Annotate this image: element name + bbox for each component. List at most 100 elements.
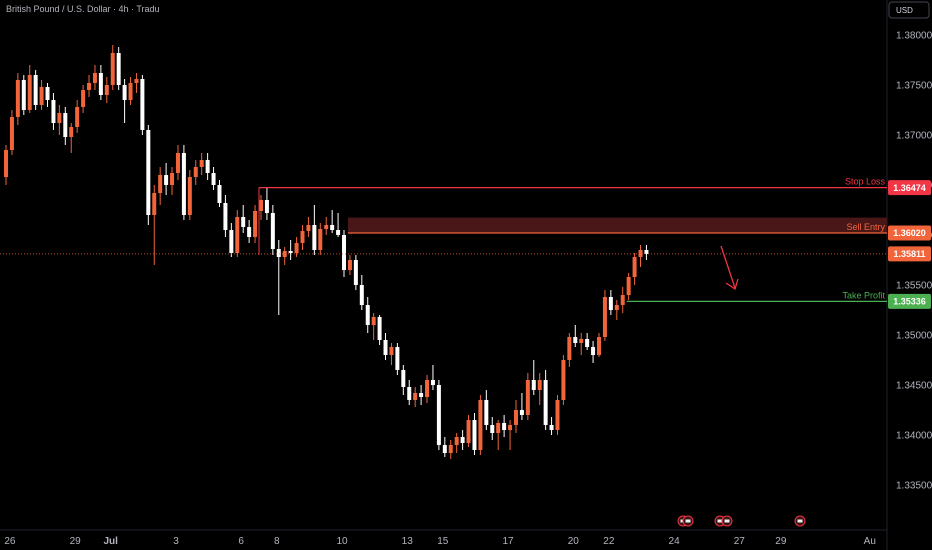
candle-body [75, 107, 80, 127]
candle-body [116, 53, 121, 85]
candle-body [585, 339, 590, 347]
candle-body [597, 337, 601, 355]
candle [353, 255, 358, 290]
candle-body [383, 340, 388, 355]
candle-body [288, 251, 293, 253]
candle [525, 373, 530, 420]
event-flag-icon[interactable] [721, 515, 733, 527]
arrow-shaft [720, 245, 736, 289]
current-price-badge: 1.35811 [888, 246, 931, 262]
candle-body [193, 167, 198, 177]
candle-body [69, 127, 74, 137]
candle [164, 163, 169, 195]
candle [543, 370, 548, 430]
candle-body [51, 100, 56, 123]
candle [235, 210, 240, 257]
candle [466, 415, 471, 447]
candle [39, 80, 44, 110]
candle [57, 105, 62, 135]
candle-body [229, 230, 234, 253]
candle [253, 205, 258, 243]
candle [146, 125, 151, 225]
candle-body [276, 249, 281, 257]
event-flag-mark [797, 519, 803, 523]
candle [75, 100, 80, 133]
candle-body [413, 393, 418, 400]
time-tick-label: 26 [4, 536, 16, 547]
candle-body [543, 380, 548, 425]
candle [51, 93, 56, 130]
candle-body [614, 305, 619, 310]
candle-body [555, 400, 560, 430]
candle [383, 333, 388, 360]
currency-button[interactable]: USD [888, 1, 930, 19]
candle-body [347, 260, 352, 270]
candle [377, 315, 382, 345]
price-badge-text: 1.36020 [893, 228, 926, 238]
candle-body [27, 75, 32, 110]
candle-body [92, 73, 97, 83]
candle [45, 83, 50, 107]
price-badge-text: 1.36474 [893, 183, 926, 193]
candle-body [407, 387, 412, 400]
candle [300, 225, 305, 250]
candle [365, 297, 370, 333]
candle-body [158, 175, 163, 193]
event-flag-mark [685, 519, 691, 523]
candle-body [181, 153, 186, 215]
candle-body [430, 380, 435, 385]
stop-loss-label: Stop Loss [845, 177, 886, 187]
candle-body [419, 393, 424, 397]
price-tick-label: 1.37000 [896, 131, 932, 142]
candle-body [602, 297, 607, 337]
candle [549, 417, 554, 435]
take-profit-label: Take Profit [842, 290, 885, 300]
candle [401, 365, 406, 395]
candle-body [377, 317, 382, 340]
candle-body [318, 229, 323, 250]
candle-body [342, 235, 347, 270]
candle [537, 373, 542, 405]
price-tick-label: 1.33500 [896, 481, 932, 492]
plot-area[interactable]: Stop Loss Sell Entry Take Profit [0, 45, 887, 527]
candle [608, 290, 613, 315]
candle [342, 230, 347, 277]
candle [288, 240, 293, 260]
candle-body [146, 130, 151, 215]
candle [573, 325, 578, 347]
price-tick-label: 1.35500 [896, 281, 932, 292]
time-tick-label: 3 [173, 536, 179, 547]
candle [181, 145, 186, 220]
candle [9, 110, 14, 155]
candle-body [531, 380, 536, 390]
time-tick-label: 20 [568, 536, 580, 547]
currency-label: USD [896, 6, 913, 15]
candle [63, 107, 68, 145]
candle-body [217, 185, 222, 203]
candle [597, 333, 601, 357]
time-axis[interactable]: 26 29 Jul 3 6 8 10 13 15 17 20 22 24 27 29 Au [0, 529, 887, 547]
price-badge-box [888, 246, 931, 262]
candle-body [537, 380, 542, 390]
candle-body [478, 400, 483, 450]
event-flag-mark [717, 519, 723, 523]
sell-entry-label: Sell Entry [846, 222, 885, 232]
candle-body [525, 380, 530, 415]
candle [442, 437, 447, 457]
candle-body [591, 347, 596, 355]
candle [644, 245, 649, 260]
arrow-head [725, 278, 739, 291]
candle [579, 333, 584, 355]
event-flag-icon[interactable] [794, 515, 806, 527]
candle [116, 47, 121, 90]
candle-body [484, 400, 489, 425]
candle-body [513, 410, 518, 425]
time-tick-label: 13 [402, 536, 414, 547]
economic-events[interactable] [677, 515, 806, 527]
candle [128, 77, 133, 105]
candle [419, 385, 424, 405]
candle [436, 380, 441, 450]
candle [282, 247, 287, 265]
event-flag-icon[interactable] [682, 515, 694, 527]
